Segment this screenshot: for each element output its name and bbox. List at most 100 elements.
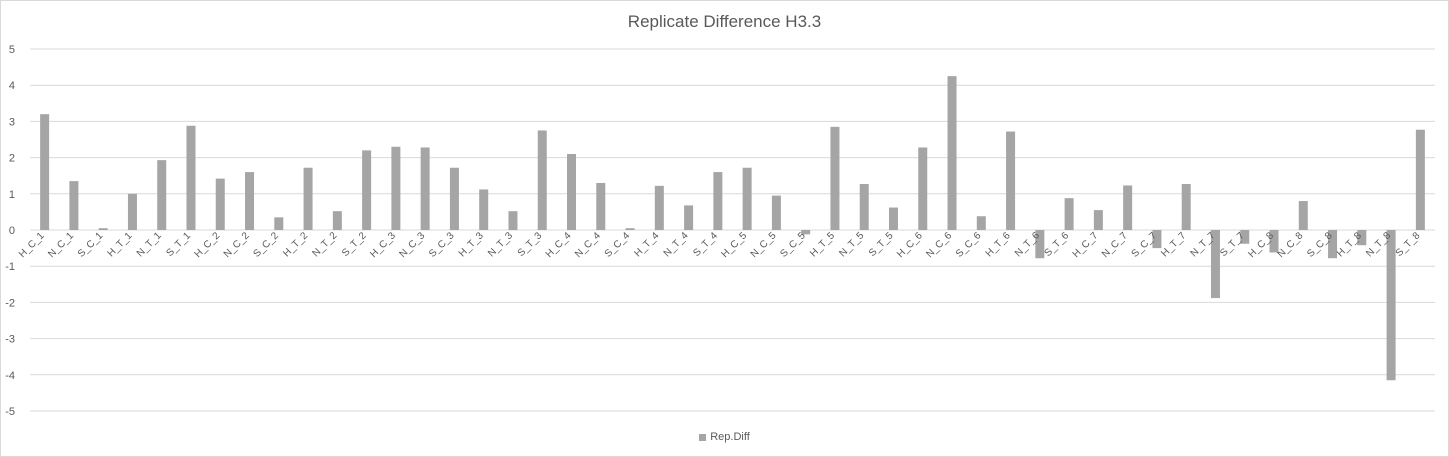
bar-H_T_4 xyxy=(654,185,664,230)
bar-S_C_5 xyxy=(801,230,811,235)
chart-title: Replicate Difference H3.3 xyxy=(627,12,822,31)
x-tick-label: N_C_5 xyxy=(749,230,779,260)
bar-S_T_8 xyxy=(1415,129,1425,230)
x-tick-label: N_C_1 xyxy=(46,230,76,260)
x-tick-label: N_T_1 xyxy=(135,230,164,259)
y-tick-label: -3 xyxy=(5,334,15,346)
legend-swatch xyxy=(699,433,707,441)
bar-S_C_1 xyxy=(98,228,108,230)
y-tick-label: 4 xyxy=(9,80,15,92)
y-tick-label: -5 xyxy=(5,406,15,418)
bar-H_T_8 xyxy=(1357,230,1367,246)
x-tick-label: H_C_6 xyxy=(895,230,925,260)
x-tick-label: H_T_2 xyxy=(281,230,310,259)
bar-N_T_3 xyxy=(508,211,518,230)
x-tick-label: S_T_7 xyxy=(1218,230,1247,259)
bar-H_T_6 xyxy=(1006,131,1016,230)
bar-N_C_1 xyxy=(69,181,79,230)
y-tick-label: -1 xyxy=(5,261,15,273)
bar-H_T_1 xyxy=(127,193,137,230)
bar-H_C_4 xyxy=(567,153,577,230)
bar-S_T_2 xyxy=(362,150,372,230)
bar-H_C_3 xyxy=(391,146,401,230)
bar-N_T_4 xyxy=(684,205,694,230)
x-tick-label: H_C_3 xyxy=(368,230,398,260)
gridlines xyxy=(30,48,1435,412)
bar-S_T_1 xyxy=(186,125,196,230)
x-tick-label: S_T_4 xyxy=(691,230,720,259)
x-tick-label: H_T_7 xyxy=(1159,230,1188,259)
x-tick-label: S_C_4 xyxy=(603,230,633,260)
x-tick-label: H_C_1 xyxy=(17,230,47,260)
x-tick-label: N_C_8 xyxy=(1276,230,1306,260)
bar-H_C_6 xyxy=(918,147,928,230)
x-tick-label: S_T_1 xyxy=(164,230,193,259)
bar-H_T_5 xyxy=(830,126,840,230)
bar-H_C_8 xyxy=(1269,230,1279,253)
x-tick-label: H_T_3 xyxy=(457,230,486,259)
x-tick-label: S_T_8 xyxy=(1394,230,1423,259)
y-tick-label: 3 xyxy=(9,116,15,128)
bar-S_C_7 xyxy=(1152,230,1162,249)
x-tick-label: H_C_7 xyxy=(1071,230,1101,260)
x-tick-label: S_C_6 xyxy=(954,230,984,260)
y-tick-label: 1 xyxy=(9,189,15,201)
x-tick-label: N_C_4 xyxy=(573,230,603,260)
bar-N_T_5 xyxy=(859,184,869,230)
bar-N_C_4 xyxy=(596,182,606,230)
x-tick-label: N_C_6 xyxy=(924,230,954,260)
bar-N_C_2 xyxy=(245,172,255,230)
bar-S_T_7 xyxy=(1240,230,1250,244)
bar-N_T_2 xyxy=(332,211,342,230)
x-tick-label: N_T_5 xyxy=(837,230,866,259)
legend: Rep.Diff xyxy=(0,431,1449,443)
bar-N_T_6 xyxy=(1035,230,1045,259)
bar-N_C_5 xyxy=(771,195,781,230)
y-tick-label: -4 xyxy=(5,370,15,382)
x-tick-label: H_T_4 xyxy=(632,230,661,259)
x-tick-label: S_C_1 xyxy=(76,230,106,260)
x-tick-label: S_T_2 xyxy=(340,230,369,259)
x-tick-label: H_C_2 xyxy=(193,230,223,260)
bar-N_C_6 xyxy=(947,76,957,231)
x-tick-label: N_T_2 xyxy=(310,230,339,259)
bar-N_C_7 xyxy=(1123,185,1133,230)
legend-label: Rep.Diff xyxy=(710,431,750,444)
x-tick-label: S_T_6 xyxy=(1043,230,1072,259)
bar-S_C_2 xyxy=(274,217,284,230)
bar-S_T_3 xyxy=(537,130,547,230)
x-tick-label: H_T_1 xyxy=(106,230,135,259)
y-tick-label: 2 xyxy=(9,153,15,165)
bar-N_C_3 xyxy=(420,147,430,230)
bar-N_T_1 xyxy=(157,160,167,230)
bar-S_C_3 xyxy=(449,167,459,230)
bar-H_C_5 xyxy=(742,167,752,230)
bar-S_C_4 xyxy=(625,228,635,230)
y-axis-ticks: 5 4 3 2 1 0 -1 -2 -3 -4 -5 xyxy=(5,44,15,418)
bar-S_T_4 xyxy=(713,172,723,230)
x-tick-label: H_T_5 xyxy=(808,230,837,259)
x-tick-label: H_C_5 xyxy=(719,230,749,260)
y-tick-label: 0 xyxy=(9,225,15,237)
x-tick-label: N_T_4 xyxy=(662,230,691,259)
bar-H_C_2 xyxy=(215,178,225,230)
bars xyxy=(40,76,1425,381)
bar-S_C_8 xyxy=(1328,230,1338,259)
x-tick-label: N_T_3 xyxy=(486,230,515,259)
bar-N_T_7 xyxy=(1210,230,1220,299)
y-tick-label: -2 xyxy=(5,297,15,309)
x-tick-label: S_C_3 xyxy=(427,230,457,260)
bar-S_T_5 xyxy=(888,207,898,230)
bar-N_T_8 xyxy=(1386,230,1396,381)
x-tick-label: H_C_4 xyxy=(544,230,574,260)
x-tick-label: N_C_3 xyxy=(397,230,427,260)
y-tick-label: 5 xyxy=(9,44,15,56)
x-tick-label: N_C_2 xyxy=(222,230,252,260)
x-tick-label: S_T_5 xyxy=(867,230,896,259)
bar-H_T_3 xyxy=(479,189,489,230)
bar-H_C_7 xyxy=(1093,210,1103,230)
bar-H_T_7 xyxy=(1181,184,1191,230)
bar-H_T_2 xyxy=(303,167,313,230)
